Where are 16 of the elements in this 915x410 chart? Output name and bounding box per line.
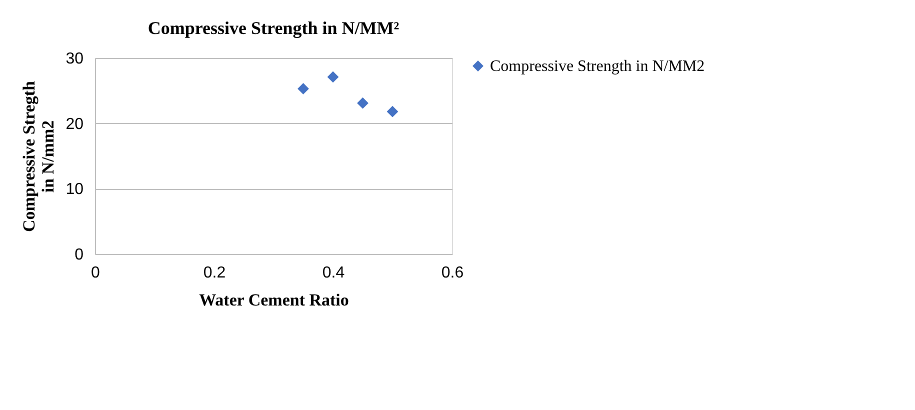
chart-title: Compressive Strength in N/MM² — [148, 18, 400, 38]
y-tick-label: 30 — [66, 50, 84, 68]
x-tick-label: 0 — [91, 264, 100, 282]
x-tick-label: 0.2 — [203, 264, 226, 282]
y-axis-title: Compressive Stregth in N/mm2 — [20, 80, 58, 232]
point — [386, 106, 398, 118]
point — [357, 97, 368, 109]
y-tick-label: 20 — [66, 116, 84, 133]
point — [298, 83, 309, 94]
legend-label: Compressive Strength in N/MM2 — [490, 58, 705, 75]
y-tick-label: 10 — [66, 181, 84, 198]
y-tick-label: 0 — [74, 246, 84, 264]
x-tick-label: 0.6 — [441, 264, 464, 282]
x-axis-title: Water Cement Ratio — [199, 290, 349, 310]
point — [327, 71, 339, 83]
x-tick-label: 0.4 — [322, 264, 345, 282]
